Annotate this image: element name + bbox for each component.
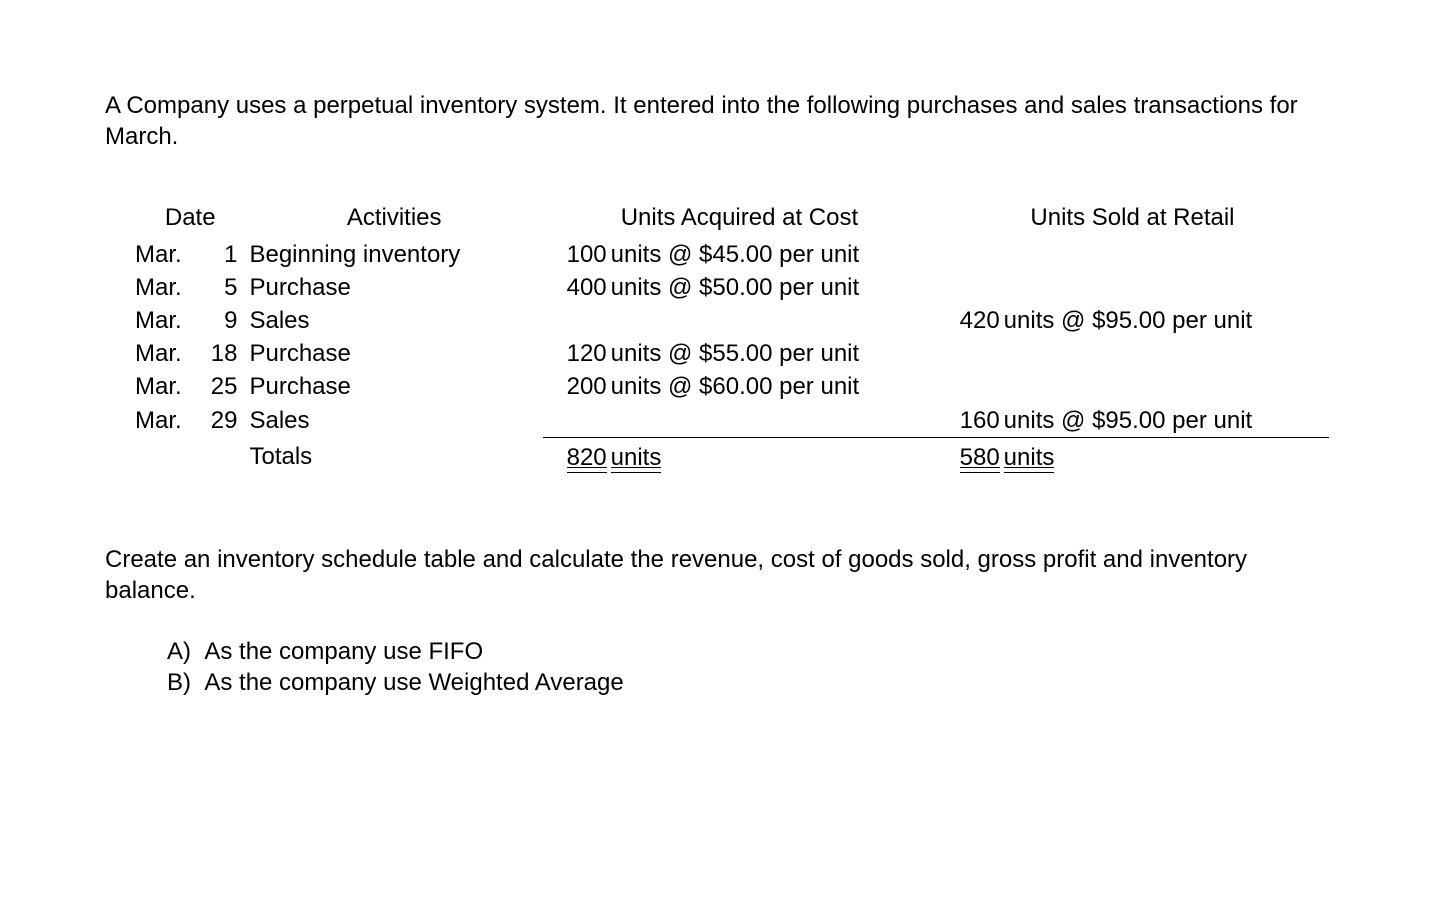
cell-acq-units: 100: [543, 238, 607, 271]
cell-acq-units: 120: [543, 337, 607, 370]
table-row: Mar. 9 Sales 420 units @ $95.00 per unit: [135, 304, 1329, 337]
cell-sold-rest: units @ $95.00 per unit: [1000, 404, 1329, 438]
option-b-letter: B): [167, 667, 199, 698]
cell-sold-rest: [1000, 238, 1329, 271]
cell-totals-acq-units: 820: [543, 437, 607, 474]
cell-acq-rest: units @ $45.00 per unit: [607, 238, 936, 271]
cell-acq-units: 400: [543, 271, 607, 304]
cell-acq-units: [543, 404, 607, 438]
cell-sold-units: [936, 370, 1000, 403]
header-date: Date: [135, 202, 245, 237]
cell-activity: Sales: [245, 404, 542, 438]
cell-acq-rest: units @ $50.00 per unit: [607, 271, 936, 304]
totals-sold-rest-value: units: [1004, 444, 1055, 471]
cell-acq-rest: [607, 304, 936, 337]
option-a-letter: A): [167, 636, 199, 667]
cell-activity: Purchase: [245, 337, 542, 370]
option-b: B) As the company use Weighted Average: [167, 667, 1329, 698]
cell-acq-rest: units @ $60.00 per unit: [607, 370, 936, 403]
table-row: Mar. 5 Purchase 400 units @ $50.00 per u…: [135, 271, 1329, 304]
cell-activity: Beginning inventory: [245, 238, 542, 271]
totals-acq-units-value: 820: [567, 444, 607, 471]
instruction-paragraph: Create an inventory schedule table and c…: [105, 544, 1329, 606]
cell-totals-sold-units: 580: [936, 437, 1000, 474]
cell-month: Mar.: [135, 337, 194, 370]
cell-month: Mar.: [135, 370, 194, 403]
cell-activity: Purchase: [245, 271, 542, 304]
cell-month: Mar.: [135, 271, 194, 304]
header-activities: Activities: [245, 202, 542, 237]
cell-month: Mar.: [135, 238, 194, 271]
inventory-table-wrapper: Date Activities Units Acquired at Cost U…: [135, 202, 1329, 474]
cell-day: 9: [194, 304, 245, 337]
cell-sold-units: 160: [936, 404, 1000, 438]
inventory-table: Date Activities Units Acquired at Cost U…: [135, 202, 1329, 474]
header-acquired: Units Acquired at Cost: [543, 202, 936, 237]
cell-totals-acq-rest: units: [607, 437, 936, 474]
cell-month: [135, 437, 194, 474]
option-a-text: As the company use FIFO: [204, 638, 483, 665]
cell-day: 29: [194, 404, 245, 438]
cell-day: 25: [194, 370, 245, 403]
option-b-text: As the company use Weighted Average: [204, 669, 623, 696]
cell-day: 1: [194, 238, 245, 271]
table-totals-row: Totals 820 units 580 units: [135, 437, 1329, 474]
table-row: Mar. 1 Beginning inventory 100 units @ $…: [135, 238, 1329, 271]
cell-sold-units: [936, 271, 1000, 304]
cell-activity: Sales: [245, 304, 542, 337]
cell-month: Mar.: [135, 304, 194, 337]
cell-sold-units: 420: [936, 304, 1000, 337]
table-row: Mar. 18 Purchase 120 units @ $55.00 per …: [135, 337, 1329, 370]
cell-sold-rest: units @ $95.00 per unit: [1000, 304, 1329, 337]
cell-acq-rest: [607, 404, 936, 438]
cell-day: [194, 437, 245, 474]
cell-day: 18: [194, 337, 245, 370]
cell-sold-rest: [1000, 370, 1329, 403]
cell-totals-label: Totals: [245, 437, 542, 474]
cell-activity: Purchase: [245, 370, 542, 403]
cell-day: 5: [194, 271, 245, 304]
table-header-row: Date Activities Units Acquired at Cost U…: [135, 202, 1329, 237]
cell-sold-units: [936, 337, 1000, 370]
totals-acq-rest-value: units: [611, 444, 662, 471]
cell-sold-units: [936, 238, 1000, 271]
table-row: Mar. 29 Sales 160 units @ $95.00 per uni…: [135, 404, 1329, 438]
cell-sold-rest: [1000, 337, 1329, 370]
cell-month: Mar.: [135, 404, 194, 438]
cell-acq-units: [543, 304, 607, 337]
option-a: A) As the company use FIFO: [167, 636, 1329, 667]
cell-acq-units: 200: [543, 370, 607, 403]
totals-sold-units-value: 580: [960, 444, 1000, 471]
intro-paragraph: A Company uses a perpetual inventory sys…: [105, 90, 1329, 152]
header-sold: Units Sold at Retail: [936, 202, 1329, 237]
table-row: Mar. 25 Purchase 200 units @ $60.00 per …: [135, 370, 1329, 403]
cell-totals-sold-rest: units: [1000, 437, 1329, 474]
cell-sold-rest: [1000, 271, 1329, 304]
cell-acq-rest: units @ $55.00 per unit: [607, 337, 936, 370]
options-block: A) As the company use FIFO B) As the com…: [167, 636, 1329, 698]
